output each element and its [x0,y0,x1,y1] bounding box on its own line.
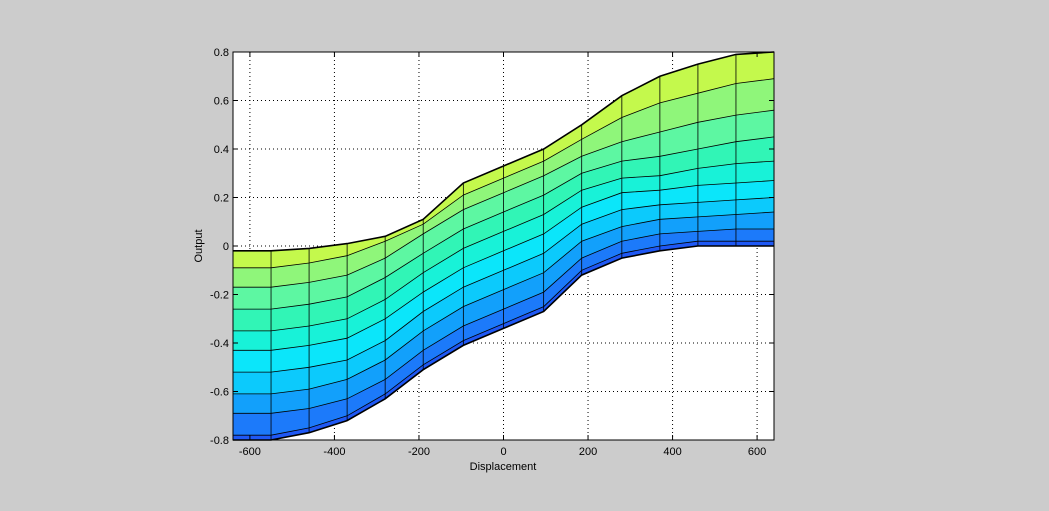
surface-face [232,330,272,351]
x-tick-label: 200 [579,446,597,458]
y-tick-label: -0.2 [210,290,229,302]
surface-face [232,371,272,395]
surface-face [232,250,272,269]
x-tick-label: -600 [239,446,261,458]
surface-face [621,175,661,193]
surface-face [697,214,737,232]
surface-face [697,199,737,218]
surface-face [232,349,272,373]
surface-face [232,308,272,332]
x-tick-label: -200 [408,446,430,458]
x-tick-label: 600 [748,446,766,458]
y-tick-label: 0.4 [214,144,229,156]
surface-face [735,228,775,242]
y-tick-label: -0.8 [210,435,229,447]
surface-face [735,78,775,116]
surface-face [232,267,272,288]
y-tick-label: -0.6 [210,387,229,399]
y-tick-label: 0.8 [214,47,229,59]
x-tick-label: 400 [663,446,681,458]
surface-face [232,413,272,436]
x-axis-ticks: -600 -400 -200 0 200 400 600 [239,52,766,458]
surface-face [232,286,272,310]
surface-face [735,180,775,201]
surface-face [735,211,775,230]
y-tick-label: 0 [223,241,229,253]
surface-face [735,109,775,143]
mesh-verticals [270,54,737,440]
surface-face [659,202,699,220]
surface-face [735,160,775,184]
surface-face [232,393,272,414]
x-axis-label: Displacement [470,461,537,473]
y-axis-ticks: -0.8 -0.6 -0.4 -0.2 0 0.2 0.4 0.6 0.8 [210,47,774,447]
y-tick-label: -0.4 [210,338,229,350]
x-tick-label: 0 [500,446,506,458]
y-axis-label: Output [193,229,205,262]
surface-face [659,216,699,235]
surface-face [735,197,775,215]
surface-face [735,51,775,84]
y-tick-label: 0.6 [214,96,229,108]
y-tick-label: 0.2 [214,193,229,205]
x-tick-label: -400 [323,446,345,458]
surface-face [697,182,737,203]
